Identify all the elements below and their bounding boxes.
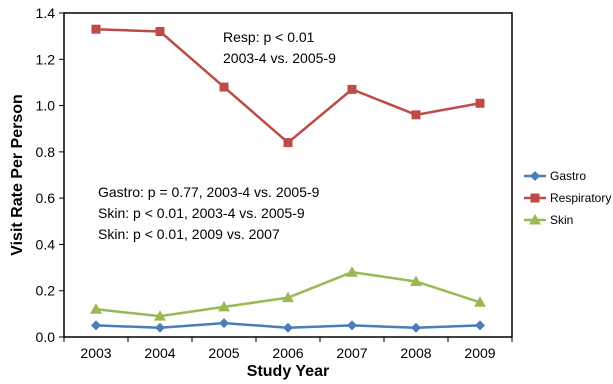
x-tick-label: 2007 (336, 345, 367, 361)
data-point-respiratory (411, 110, 421, 120)
y-axis-title: Visit Rate Per Person (9, 94, 26, 256)
series-respiratory (91, 24, 485, 148)
stats-annotation-line-1: Gastro: p = 0.77, 2003-4 vs. 2005-9 (98, 184, 320, 200)
x-axis-title: Study Year (247, 363, 329, 380)
data-point-skin (474, 296, 486, 307)
y-tick-label: 0.4 (36, 236, 56, 252)
x-tick-label: 2003 (80, 345, 111, 361)
legend-marker (529, 214, 541, 225)
resp-annotation: Resp: p < 0.01 2003-4 vs. 2005-9 (223, 29, 336, 66)
y-tick-label: 1.2 (36, 51, 56, 67)
plot-area (63, 12, 513, 338)
data-point-skin (154, 310, 166, 321)
y-tick-label: 0.2 (36, 283, 56, 299)
y-tick-label: 1.0 (36, 98, 56, 114)
resp-annotation-line-1: Resp: p < 0.01 (223, 29, 315, 45)
resp-annotation-line-2: 2003-4 vs. 2005-9 (223, 50, 336, 66)
x-tick-label: 2006 (272, 345, 303, 361)
legend-item-respiratory: Respiratory (524, 191, 611, 205)
data-point-skin (90, 303, 102, 314)
data-point-respiratory (155, 27, 165, 37)
stats-annotation: Gastro: p = 0.77, 2003-4 vs. 2005-9 Skin… (98, 184, 320, 242)
y-tick-label: 1.4 (36, 5, 56, 21)
y-tick-label: 0.8 (36, 144, 56, 160)
data-point-skin (282, 291, 294, 303)
y-tick-label: 0.6 (36, 190, 56, 206)
stats-annotation-line-3: Skin: p < 0.01, 2009 vs. 2007 (98, 226, 280, 242)
data-point-skin (218, 300, 230, 312)
data-point-respiratory (91, 24, 101, 34)
data-point-skin (346, 266, 358, 277)
x-tick-label: 2004 (144, 345, 175, 361)
series-layer (90, 24, 486, 333)
series-gastro (91, 318, 485, 333)
series-skin (90, 266, 486, 321)
legend-marker (530, 193, 540, 203)
data-point-skin (410, 275, 422, 286)
legend-marker (530, 171, 540, 181)
data-point-respiratory (347, 84, 357, 94)
legend-label: Skin (550, 213, 573, 227)
x-tick-label: 2008 (400, 345, 431, 361)
legend-label: Respiratory (550, 191, 611, 205)
data-point-gastro (155, 322, 165, 333)
data-point-gastro (347, 320, 357, 331)
legend: Gastro Respiratory Skin (524, 169, 611, 227)
legend-label: Gastro (550, 169, 586, 183)
data-point-gastro (219, 318, 229, 329)
y-axis: 0.0 0.2 0.4 0.6 0.8 1.0 1.2 1.4 (36, 5, 64, 345)
data-point-gastro (411, 322, 421, 333)
legend-item-skin: Skin (524, 213, 573, 227)
x-tick-label: 2009 (464, 345, 495, 361)
data-point-gastro (475, 320, 485, 331)
x-axis: 2003 2004 2005 2006 2007 2008 2009 (63, 337, 513, 361)
data-point-respiratory (219, 82, 229, 92)
data-point-respiratory (475, 98, 485, 108)
data-point-respiratory (283, 138, 293, 148)
stats-annotation-line-2: Skin: p < 0.01, 2003-4 vs. 2005-9 (98, 205, 305, 221)
data-point-gastro (91, 320, 101, 331)
legend-item-gastro: Gastro (524, 169, 586, 183)
y-tick-label: 0.0 (36, 329, 56, 345)
data-point-gastro (283, 322, 293, 333)
x-tick-label: 2005 (208, 345, 239, 361)
